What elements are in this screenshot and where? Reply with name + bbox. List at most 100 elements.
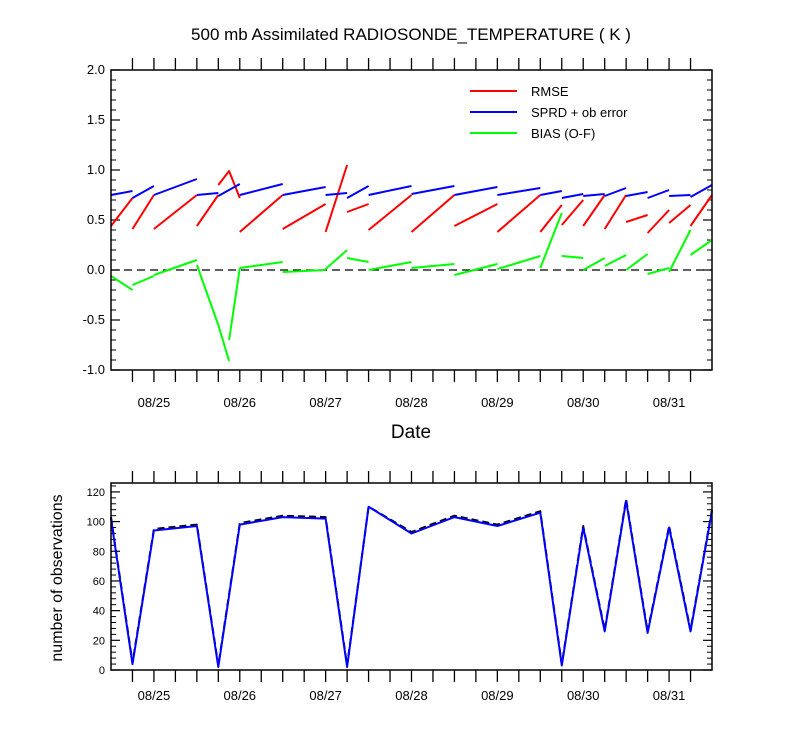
series-line-segment	[110, 197, 134, 227]
x-tick-label: 08/27	[309, 688, 342, 703]
series-line-segment	[196, 194, 220, 227]
x-tick-label: 08/31	[653, 395, 686, 410]
legend-label: RMSE	[531, 84, 569, 99]
series-line-segment	[110, 190, 133, 196]
series-line-segment	[647, 267, 670, 275]
plot-series	[110, 498, 713, 668]
y-tick-label: 20	[93, 635, 105, 647]
series-line-segment	[411, 263, 455, 269]
series-line-segment	[647, 189, 670, 199]
series-line-segment	[367, 194, 413, 231]
series-line-segment	[239, 183, 283, 196]
y-tick-label: 60	[93, 576, 105, 588]
legend-label: SPRD + ob error	[531, 105, 628, 120]
series-line-segment	[346, 185, 370, 199]
series-line-segment	[228, 267, 241, 341]
series-line-segment	[582, 257, 606, 271]
y-tick-label: 2.0	[87, 62, 105, 77]
x-tick-label: 08/28	[395, 395, 428, 410]
plot-series	[110, 164, 713, 362]
y-tick-label: 0	[99, 665, 105, 677]
series-line-segment	[132, 275, 155, 286]
x-tick-label: 08/29	[481, 688, 514, 703]
series-line-segment	[217, 170, 241, 199]
plot-frame	[110, 482, 713, 671]
series-line-segment	[239, 261, 283, 269]
y-tick-label: -0.5	[83, 312, 105, 327]
x-tick-label: 08/26	[224, 688, 257, 703]
y-tick-label: -1.0	[83, 362, 105, 377]
y-tick-label: 0.5	[87, 212, 105, 227]
series-line-segment	[496, 194, 541, 233]
y-tick-label: 1.0	[87, 162, 105, 177]
x-tick-label: 08/27	[309, 395, 342, 410]
series-line-segment	[239, 194, 284, 233]
y-tick-label: 1.5	[87, 112, 105, 127]
legend: RMSE SPRD + ob error BIAS (O-F)	[470, 84, 628, 141]
y-tick-label: 40	[93, 606, 105, 618]
legend-label: BIAS (O-F)	[531, 126, 595, 141]
series-line-segment	[604, 187, 627, 197]
series-line-segment	[132, 185, 155, 199]
plot-frame	[110, 69, 713, 371]
series-line-segment	[110, 275, 134, 291]
series-line-segment	[690, 184, 713, 198]
series-line-segment	[196, 192, 219, 196]
series-line-segment	[282, 269, 326, 273]
x-tick-label: 08/30	[567, 395, 600, 410]
y-axis-label: number of observations	[49, 494, 66, 661]
series-rmse	[110, 164, 713, 234]
series-line-segment	[411, 185, 455, 195]
series-line-segment	[561, 199, 584, 226]
series-line-segment	[153, 259, 198, 276]
series-line-segment	[604, 254, 627, 267]
series-line-segment	[646, 209, 670, 234]
series-line-segment	[282, 203, 327, 230]
series-line-segment	[689, 239, 713, 256]
chart-title: 500 mb Assimilated RADIOSONDE_TEMPERATUR…	[191, 25, 631, 44]
series-line-segment	[153, 194, 198, 230]
x-tick-label: 08/25	[138, 688, 171, 703]
series-line-segment	[368, 261, 412, 271]
y-axis-ticks: 0 20 40 60 80 100 120	[87, 485, 712, 677]
series-line-segment	[454, 186, 498, 196]
series-line-segment	[539, 204, 563, 233]
series-line-segment	[668, 229, 692, 273]
series-line-segment	[368, 185, 412, 196]
x-tick-label: 08/29	[481, 395, 514, 410]
series-line-segment	[217, 183, 241, 197]
series-line-segment	[282, 186, 326, 196]
series-line-segment	[668, 204, 692, 224]
y-tick-label: 100	[87, 517, 105, 529]
y-tick-label: 120	[87, 487, 105, 499]
series-line-segment	[454, 263, 498, 276]
series-line-segment	[561, 255, 584, 259]
series-line-segment	[539, 212, 563, 269]
x-tick-label: 08/26	[224, 395, 257, 410]
x-axis-ticks: 08/25 08/26 08/27 08/28 08/29 08/30 08/31	[131, 58, 692, 410]
series-line-segment	[324, 249, 348, 270]
series-line-segment	[346, 203, 369, 213]
series-line-segment	[625, 214, 648, 223]
series-line-segment	[603, 194, 627, 230]
series-line-segment	[497, 187, 541, 196]
y-axis-ticks: -1.0 -0.5 0.0 0.5 1.0 1.5 2.0	[83, 62, 712, 377]
series-line-segment	[689, 194, 713, 227]
series-line-segment	[582, 194, 606, 227]
series-line-segment	[497, 255, 541, 270]
series-line-segment	[410, 194, 456, 233]
series-line-segment	[131, 194, 155, 230]
series-line-segment	[324, 164, 349, 233]
series-bias-o-f	[110, 212, 713, 362]
series-line-segment	[561, 193, 584, 199]
series-line-segment	[540, 190, 562, 196]
series-line-segment	[153, 178, 198, 196]
series-line-segment	[325, 192, 348, 196]
x-tick-label: 08/25	[138, 395, 171, 410]
series-line-segment	[453, 203, 498, 227]
x-tick-label: 08/31	[653, 688, 686, 703]
series-line-segment	[195, 264, 231, 362]
series-assimilated-observations	[110, 499, 713, 668]
